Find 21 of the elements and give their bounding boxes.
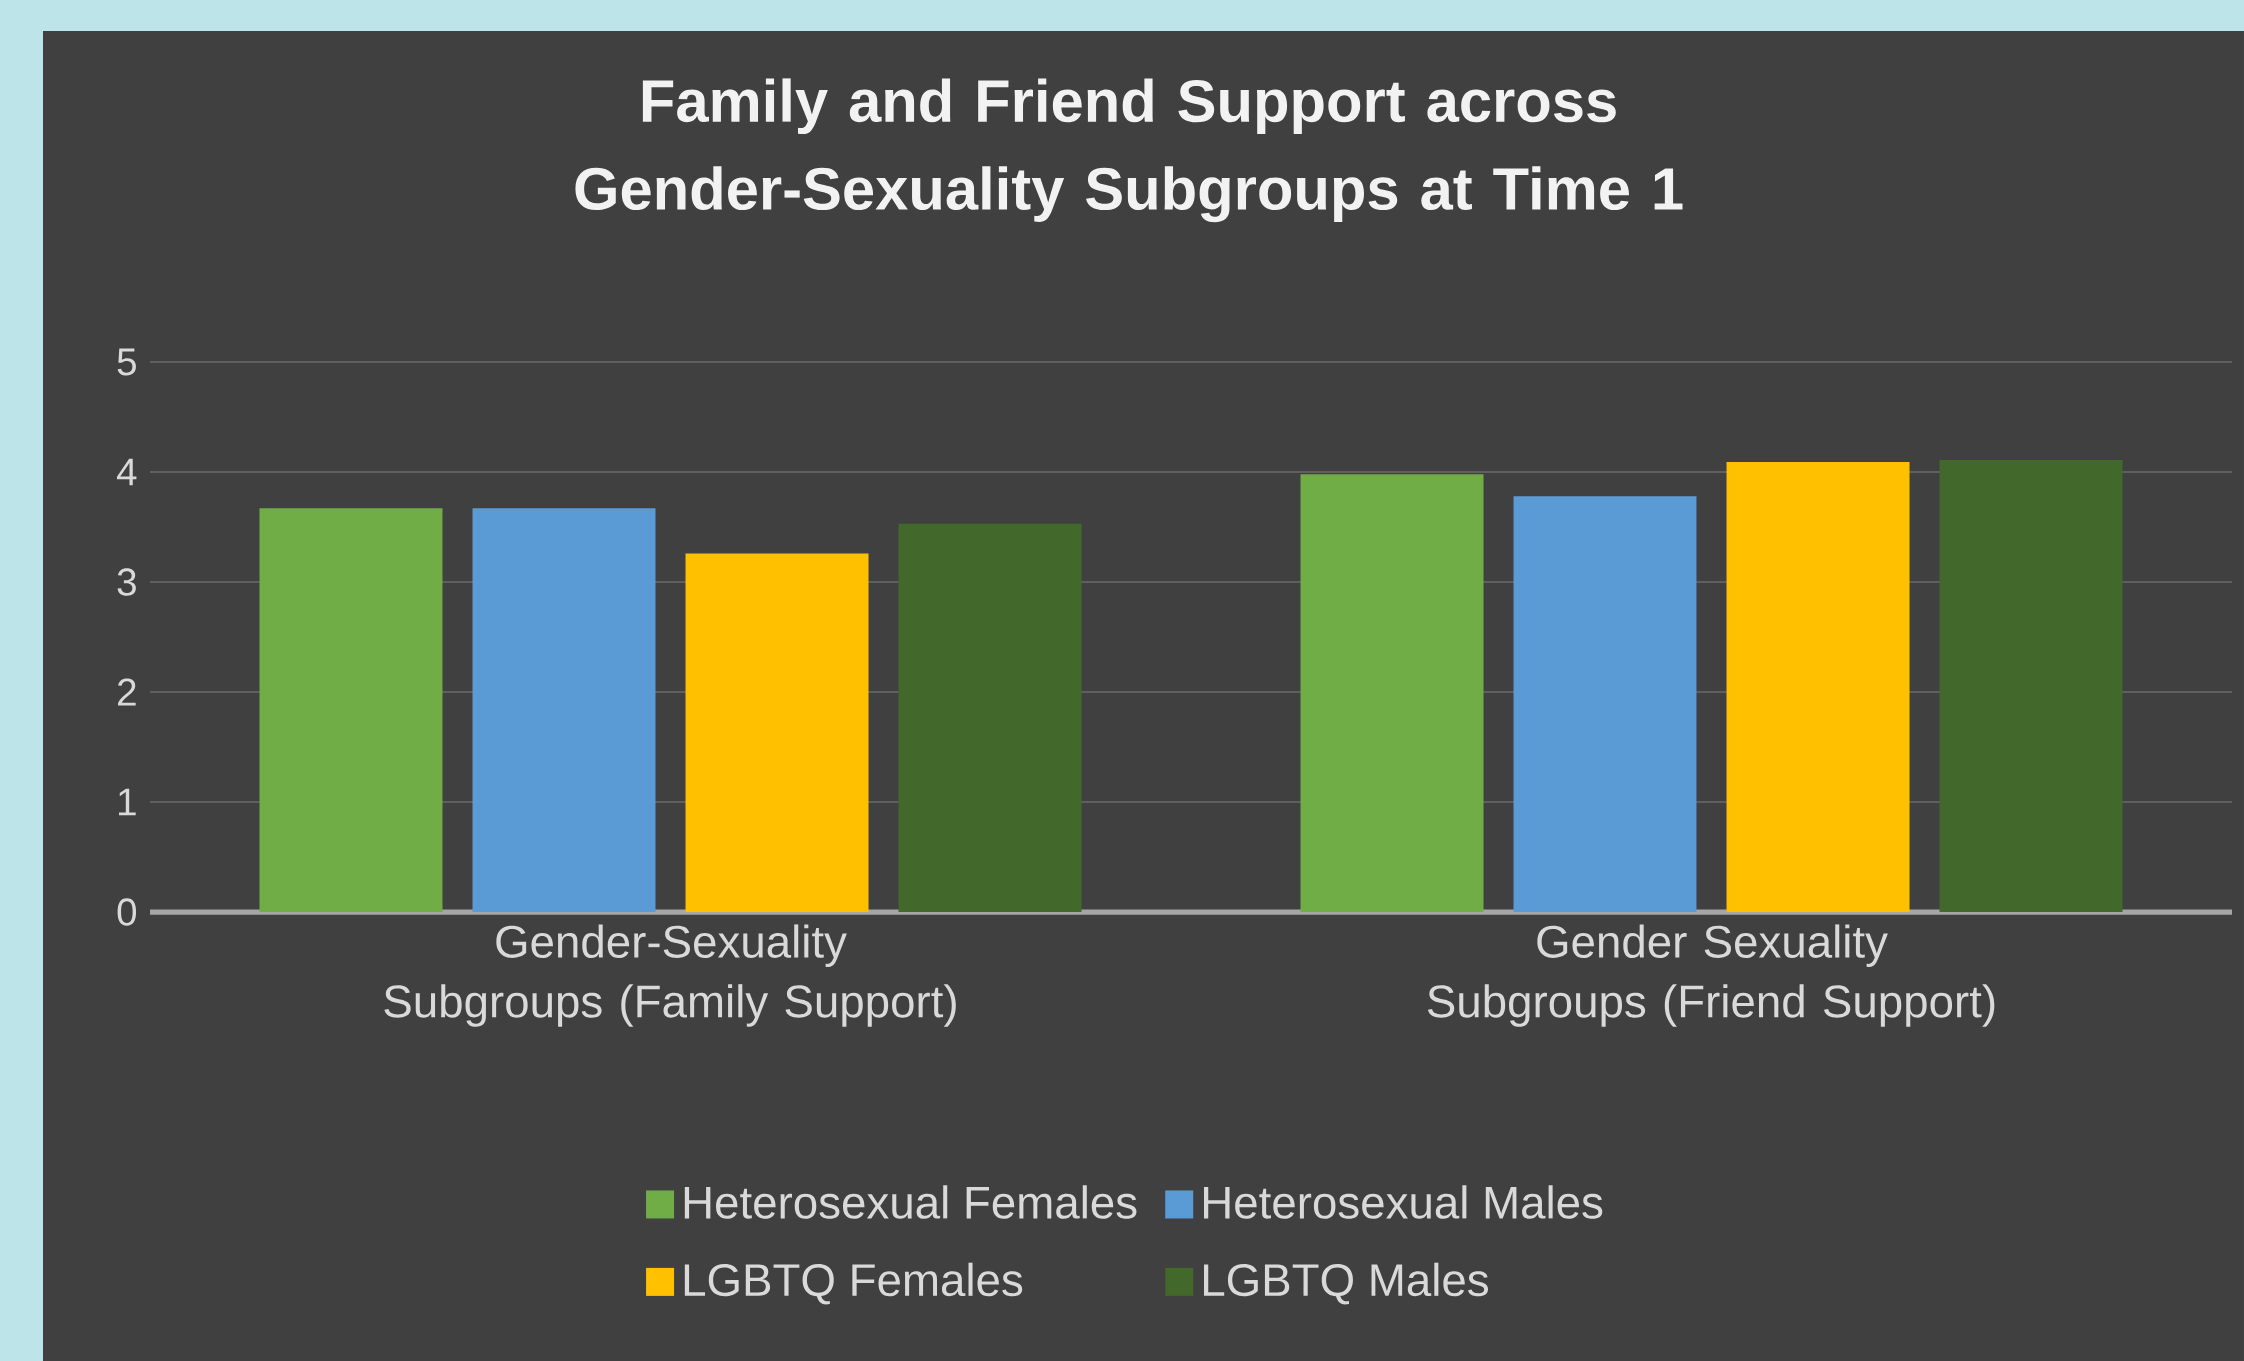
y-tick-label: 4 (116, 458, 137, 486)
bar (472, 508, 656, 913)
legend-label: LGBTQ Males (1203, 1262, 1489, 1305)
legend-label: Heterosexual Females (684, 1185, 1137, 1219)
bar (1300, 474, 1484, 913)
bar (259, 508, 443, 913)
bar (1726, 462, 1910, 913)
bar (1939, 459, 2123, 913)
y-tick-label: 3 (117, 568, 136, 596)
x-tick-label: Gender Sexuality Subgroups (Friend Support) (1427, 924, 1995, 1027)
y-tick-label: 0 (117, 898, 137, 926)
bar (685, 553, 869, 913)
bar (898, 523, 1082, 913)
y-tick-label: 2 (118, 678, 136, 706)
x-tick-label: Gender-Sexuality Subgroups (Family Support) (384, 924, 956, 1027)
legend-label: Heterosexual Males (1203, 1185, 1603, 1219)
bar (1513, 496, 1697, 913)
y-tick-label: 1 (119, 788, 136, 816)
chart-title: Family and Friend Support across Gender-Sexuality Subgroups at Time 1 (575, 78, 1683, 223)
y-tick-label: 5 (117, 348, 136, 376)
legend-label: LGBTQ Females (684, 1262, 1023, 1305)
